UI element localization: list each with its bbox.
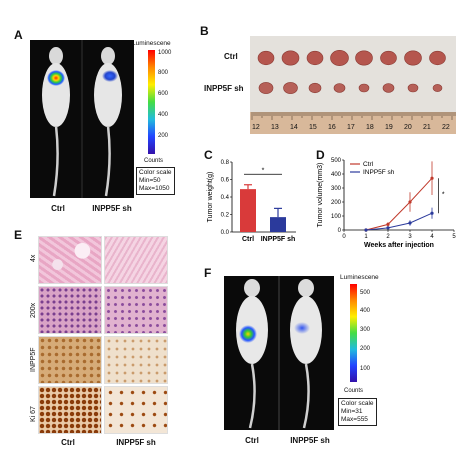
panel-f-label: F [204,266,212,280]
sh-tumor [382,83,395,93]
panel-a-colorbar-ticks: 1000 800 600 400 200 [158,50,172,139]
d-point [430,211,434,215]
sh-tumor [308,82,322,94]
panel-a-label: A [14,28,23,42]
panel-e-ki67-ctrl [38,386,102,434]
d-y-tick-label: 100 [331,214,342,220]
c-y-tick-label: 0.2 [221,213,230,219]
c-category-label-1: INPP5F sh [261,236,296,243]
panel-e-ki67-sh [104,386,168,434]
c-y-tick-label: 0.6 [221,178,230,184]
d-x-tick-label: 3 [408,234,412,240]
panel-c-chart: 0.0 0.2 0.4 0.6 0.8 Tumor weight(g) Ctrl INPP5F… [207,160,296,243]
sh-tumor [407,83,419,93]
d-point [430,176,434,180]
ctrl-tumor [429,50,446,66]
d-x-tick-label: 1 [364,234,368,240]
panel-a-colorbar [148,50,155,154]
ctrl-tumor [404,50,422,66]
d-x-tick-label: 0 [342,234,346,240]
panel-d-label: D [316,148,325,162]
d-point [408,200,412,204]
d-series-line-0 [365,177,433,231]
panel-f-colorbar [350,284,357,382]
ctrl-tumor [281,50,300,66]
panel-b-row-ctrl: Ctrl [224,52,238,61]
panel-a-group-ctrl: Ctrl [51,204,65,213]
sh-tumor [258,82,274,94]
d-point [364,228,368,232]
panel-e-row-200x: 200x [30,302,37,318]
d-point [408,221,412,225]
panel-f-group-sh: INPP5F sh [290,436,330,445]
panel-e-row-ki67: Ki 67 [30,406,37,422]
d-point [386,226,390,230]
panel-e-he-4x-ctrl [38,236,102,284]
panel-a-scale-box: Color scale Min=50 Max=1050 [136,167,175,195]
d-x-tick-label: 4 [430,234,434,240]
panel-e-he-200x-sh [104,286,168,334]
c-category-label-0: Ctrl [242,236,254,243]
panel-f-counts-label: Counts [344,388,364,394]
panel-a-colorbar-title: Luminescene [132,40,171,47]
d-legend-label-1: INPP5F sh [363,169,395,176]
ctrl-tumor [306,50,324,66]
c-y-tick-label: 0.4 [221,195,230,201]
panel-e-inpp5f-ctrl [38,336,102,384]
c-bar-1 [270,217,286,232]
d-x-axis-label: Weeks after injection [364,242,434,249]
d-series-line-1 [365,212,433,231]
ctrl-tumor [257,50,275,66]
d-y-axis-label: Tumor volume(mm3) [317,163,324,228]
panel-f-imaging-frame [224,276,334,430]
sh-tumor [358,83,370,93]
panel-b-row-sh: INPP5F sh [204,84,244,93]
panel-f-mice [236,276,322,430]
c-bar-0 [240,189,256,232]
panel-e-group-sh: INPP5F sh [116,438,156,447]
c-significance-star: * [262,168,265,175]
panel-e-row-4x: 4x [30,254,37,262]
panel-f-group-ctrl: Ctrl [245,436,259,445]
d-significance-star: * [442,191,445,198]
sh-tumor [283,82,298,94]
c-y-tick-label: 0.0 [221,230,230,236]
panel-a-imaging-frame [30,40,134,198]
panel-e-he-200x-ctrl [38,286,102,334]
d-point [386,222,390,226]
panel-e-he-4x-sh [104,236,168,284]
d-y-tick-label: 500 [331,158,342,164]
d-x-tick-label: 5 [452,234,456,240]
d-y-tick-label: 200 [331,200,342,206]
panel-b-photo [250,36,459,134]
ctrl-tumor [355,50,373,66]
sh-tumor [333,83,346,93]
d-legend-label-0: Ctrl [363,161,374,168]
ctrl-tumor [380,50,397,66]
panel-a-mice [42,40,122,198]
panel-b-label: B [200,24,209,38]
panel-a-group-sh: INPP5F sh [92,204,132,213]
panel-a-counts-label: Counts [144,158,164,164]
d-x-tick-label: 2 [386,234,390,240]
c-y-axis-label: Tumor weight(g) [207,172,214,223]
panel-d-chart: 0 100 200 300 400 500 0 1 2 3 4 5 Weeks after inject… [317,158,456,249]
sh-tumor [432,84,443,92]
panel-e-row-inpp5f: INPP5F [30,347,37,372]
panel-e-group-ctrl: Ctrl [61,438,75,447]
panel-e-label: E [14,228,23,242]
panel-c-label: C [204,148,213,162]
panel-f-colorbar-title: Luminescene [340,274,379,281]
c-y-tick-label: 0.8 [221,160,230,166]
panel-b-ruler-labels: 12 13 14 15 16 17 18 19 20 21 22 [252,124,450,131]
panel-f-colorbar-ticks: 500 400 300 200 100 [360,290,371,372]
panel-b-tumors [250,50,459,134]
d-y-tick-label: 0 [338,228,342,234]
panel-e-inpp5f-sh [104,336,168,384]
ctrl-tumor [330,50,349,66]
panel-f-scale-box: Color scale Min=31 Max=555 [338,398,377,426]
d-y-tick-label: 300 [331,186,342,192]
d-y-tick-label: 400 [331,172,342,178]
